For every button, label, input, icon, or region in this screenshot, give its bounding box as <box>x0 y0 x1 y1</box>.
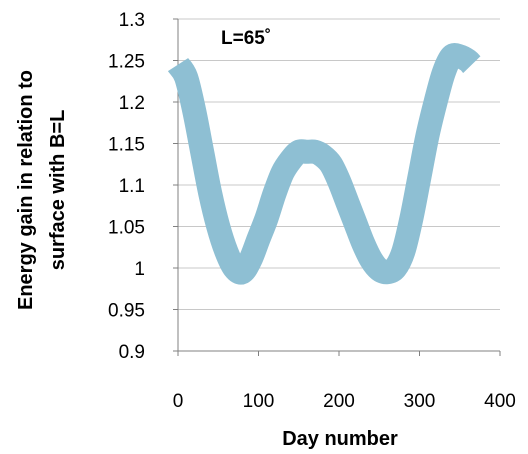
x-tick-label: 100 <box>243 391 275 412</box>
x-tick-label: 300 <box>404 391 436 412</box>
x-tick-label: 0 <box>173 391 184 412</box>
y-axis-title-line2: surface with B=L <box>47 110 69 271</box>
y-tick-label: 1.05 <box>108 218 145 239</box>
y-tick-labels: 0.9 0.95 1 1.05 1.1 1.15 1.2 1.25 1.3 <box>108 10 145 363</box>
x-tick-label: 400 <box>484 391 516 412</box>
y-tick-label: 1.25 <box>108 52 145 73</box>
y-tick-label: 1.15 <box>108 135 145 156</box>
series-line <box>167 43 481 285</box>
x-axis-title: Day number <box>282 428 398 450</box>
x-tick-labels: 0 100 200 300 400 <box>173 391 516 412</box>
y-tick-label: 1.2 <box>119 93 145 114</box>
series-layer <box>167 43 481 285</box>
y-tick-label: 0.9 <box>119 342 145 363</box>
y-tick-label: 0.95 <box>108 301 145 322</box>
x-tick-label: 200 <box>323 391 355 412</box>
y-axis-title-line1: Energy gain in relation to <box>15 70 37 310</box>
chart-annotation: L=65˚ <box>221 28 271 49</box>
y-tick-label: 1.1 <box>119 176 145 197</box>
y-tick-label: 1 <box>134 259 145 280</box>
y-tick-label: 1.3 <box>119 10 145 31</box>
